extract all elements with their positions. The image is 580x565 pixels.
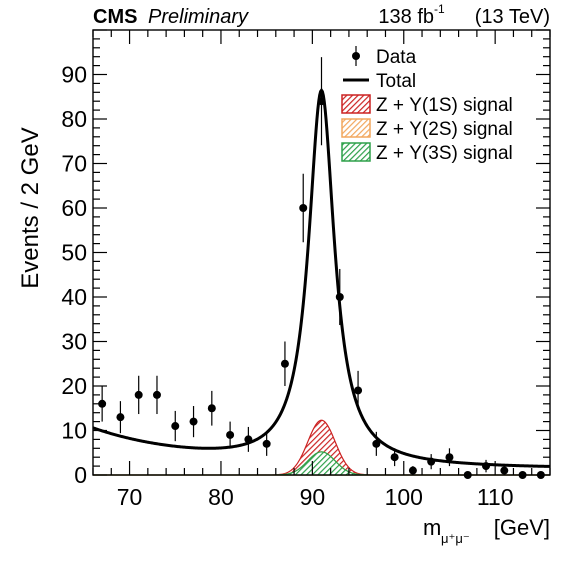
- data-point-marker: [280, 359, 289, 368]
- data-point: [408, 466, 417, 475]
- data-point: [280, 341, 289, 386]
- data-point: [189, 406, 198, 438]
- x-tick-label: 70: [117, 484, 143, 510]
- data-point-marker: [390, 453, 399, 462]
- lumi-label: 138 fb -1 (13 TeV): [378, 2, 550, 28]
- data-point-marker: [116, 413, 125, 422]
- y-tick-label: 80: [61, 106, 87, 132]
- data-point-marker: [134, 390, 143, 399]
- legend-entry-s1: Z + Υ(1S) signal: [341, 94, 513, 116]
- data-point: [134, 375, 143, 415]
- data-point-marker: [171, 422, 180, 431]
- data-point: [500, 466, 509, 475]
- legend-marker: [352, 52, 360, 60]
- data-point-marker: [207, 404, 216, 413]
- y-tick-label: 60: [61, 195, 87, 221]
- legend-entry-s3: Z + Υ(3S) signal: [341, 142, 513, 164]
- data-point: [299, 173, 308, 243]
- experiment-label: CMS: [93, 6, 137, 28]
- data-point-marker: [445, 453, 454, 462]
- data-point-marker: [372, 439, 381, 448]
- data-point-marker: [427, 457, 436, 466]
- data-point: [116, 401, 125, 434]
- legend-entry-total: Total: [343, 71, 416, 92]
- data-point-marker: [226, 430, 235, 439]
- x-axis-title-subscript: μ⁺μ⁻: [441, 531, 470, 546]
- data-point: [152, 375, 161, 415]
- data-point-marker: [354, 386, 363, 395]
- data-point: [262, 431, 271, 456]
- legend-swatch: [341, 142, 371, 162]
- data-point: [482, 459, 491, 473]
- data-point: [244, 426, 253, 452]
- y-tick-label: 10: [61, 418, 87, 444]
- y-tick-label: 70: [61, 151, 87, 177]
- y-tick-label: 50: [61, 240, 87, 266]
- data-point-marker: [500, 466, 509, 475]
- x-tick-label: 100: [385, 484, 423, 510]
- signal-layer: [93, 419, 550, 476]
- data-point-marker: [262, 439, 271, 448]
- legend-entry-s2: Z + Υ(2S) signal: [341, 118, 513, 140]
- x-axis-title-unit: [GeV]: [494, 515, 550, 540]
- legend-swatch: [341, 94, 371, 114]
- x-tick-label: 80: [208, 484, 234, 510]
- data-point-marker: [317, 97, 326, 106]
- data-point: [372, 431, 381, 456]
- legend-label: Data: [376, 47, 417, 68]
- energy-label: (13 TeV): [475, 6, 550, 28]
- y-tick-label: 90: [61, 62, 87, 88]
- data-point-marker: [189, 417, 198, 426]
- legend-label: Total: [376, 71, 416, 92]
- x-tick-label: 90: [300, 484, 326, 510]
- legend-entry-data: Data: [352, 46, 417, 68]
- x-axis-title: m μ⁺μ⁻ [GeV]: [423, 515, 550, 546]
- data-point-marker: [152, 390, 161, 399]
- data-point: [390, 448, 399, 467]
- data-point-marker: [98, 399, 107, 408]
- y-tick-label: 0: [74, 462, 87, 488]
- data-point-marker: [335, 293, 344, 301]
- data-point: [335, 268, 344, 326]
- data-point: [317, 57, 326, 146]
- axes-layer: 70 80 90 100 110 0 10 20 30 40 50 60 70 80 90: [61, 29, 551, 510]
- legend-swatch: [341, 118, 371, 138]
- legend: Data Total Z + Υ(1S) signal Z + Υ(2S) signa…: [341, 46, 513, 164]
- x-axis-title-main: m: [423, 515, 441, 540]
- data-point-marker: [299, 204, 308, 212]
- lumi-value: 138 fb: [378, 6, 434, 28]
- x-tick-label: 110: [477, 484, 514, 510]
- status-label: Preliminary: [148, 6, 249, 28]
- legend-label: Z + Υ(1S) signal: [376, 95, 513, 116]
- data-point: [171, 410, 180, 442]
- legend-label: Z + Υ(2S) signal: [376, 119, 513, 140]
- y-axis-title: Events / 2 GeV: [17, 127, 44, 288]
- lumi-exponent: -1: [434, 2, 445, 16]
- data-point-marker: [408, 466, 417, 475]
- data-point: [98, 386, 107, 422]
- data-points-layer: [98, 57, 545, 479]
- data-point: [427, 454, 436, 470]
- data-point: [354, 370, 363, 411]
- data-point-marker: [482, 462, 491, 471]
- data-point: [445, 448, 454, 467]
- y-tick-label: 20: [61, 373, 87, 399]
- data-point: [226, 421, 235, 449]
- y-tick-label: 40: [61, 284, 87, 310]
- data-point: [207, 390, 216, 426]
- y-tick-label: 30: [61, 329, 87, 355]
- data-point-marker: [244, 435, 253, 444]
- legend-label: Z + Υ(3S) signal: [376, 143, 513, 164]
